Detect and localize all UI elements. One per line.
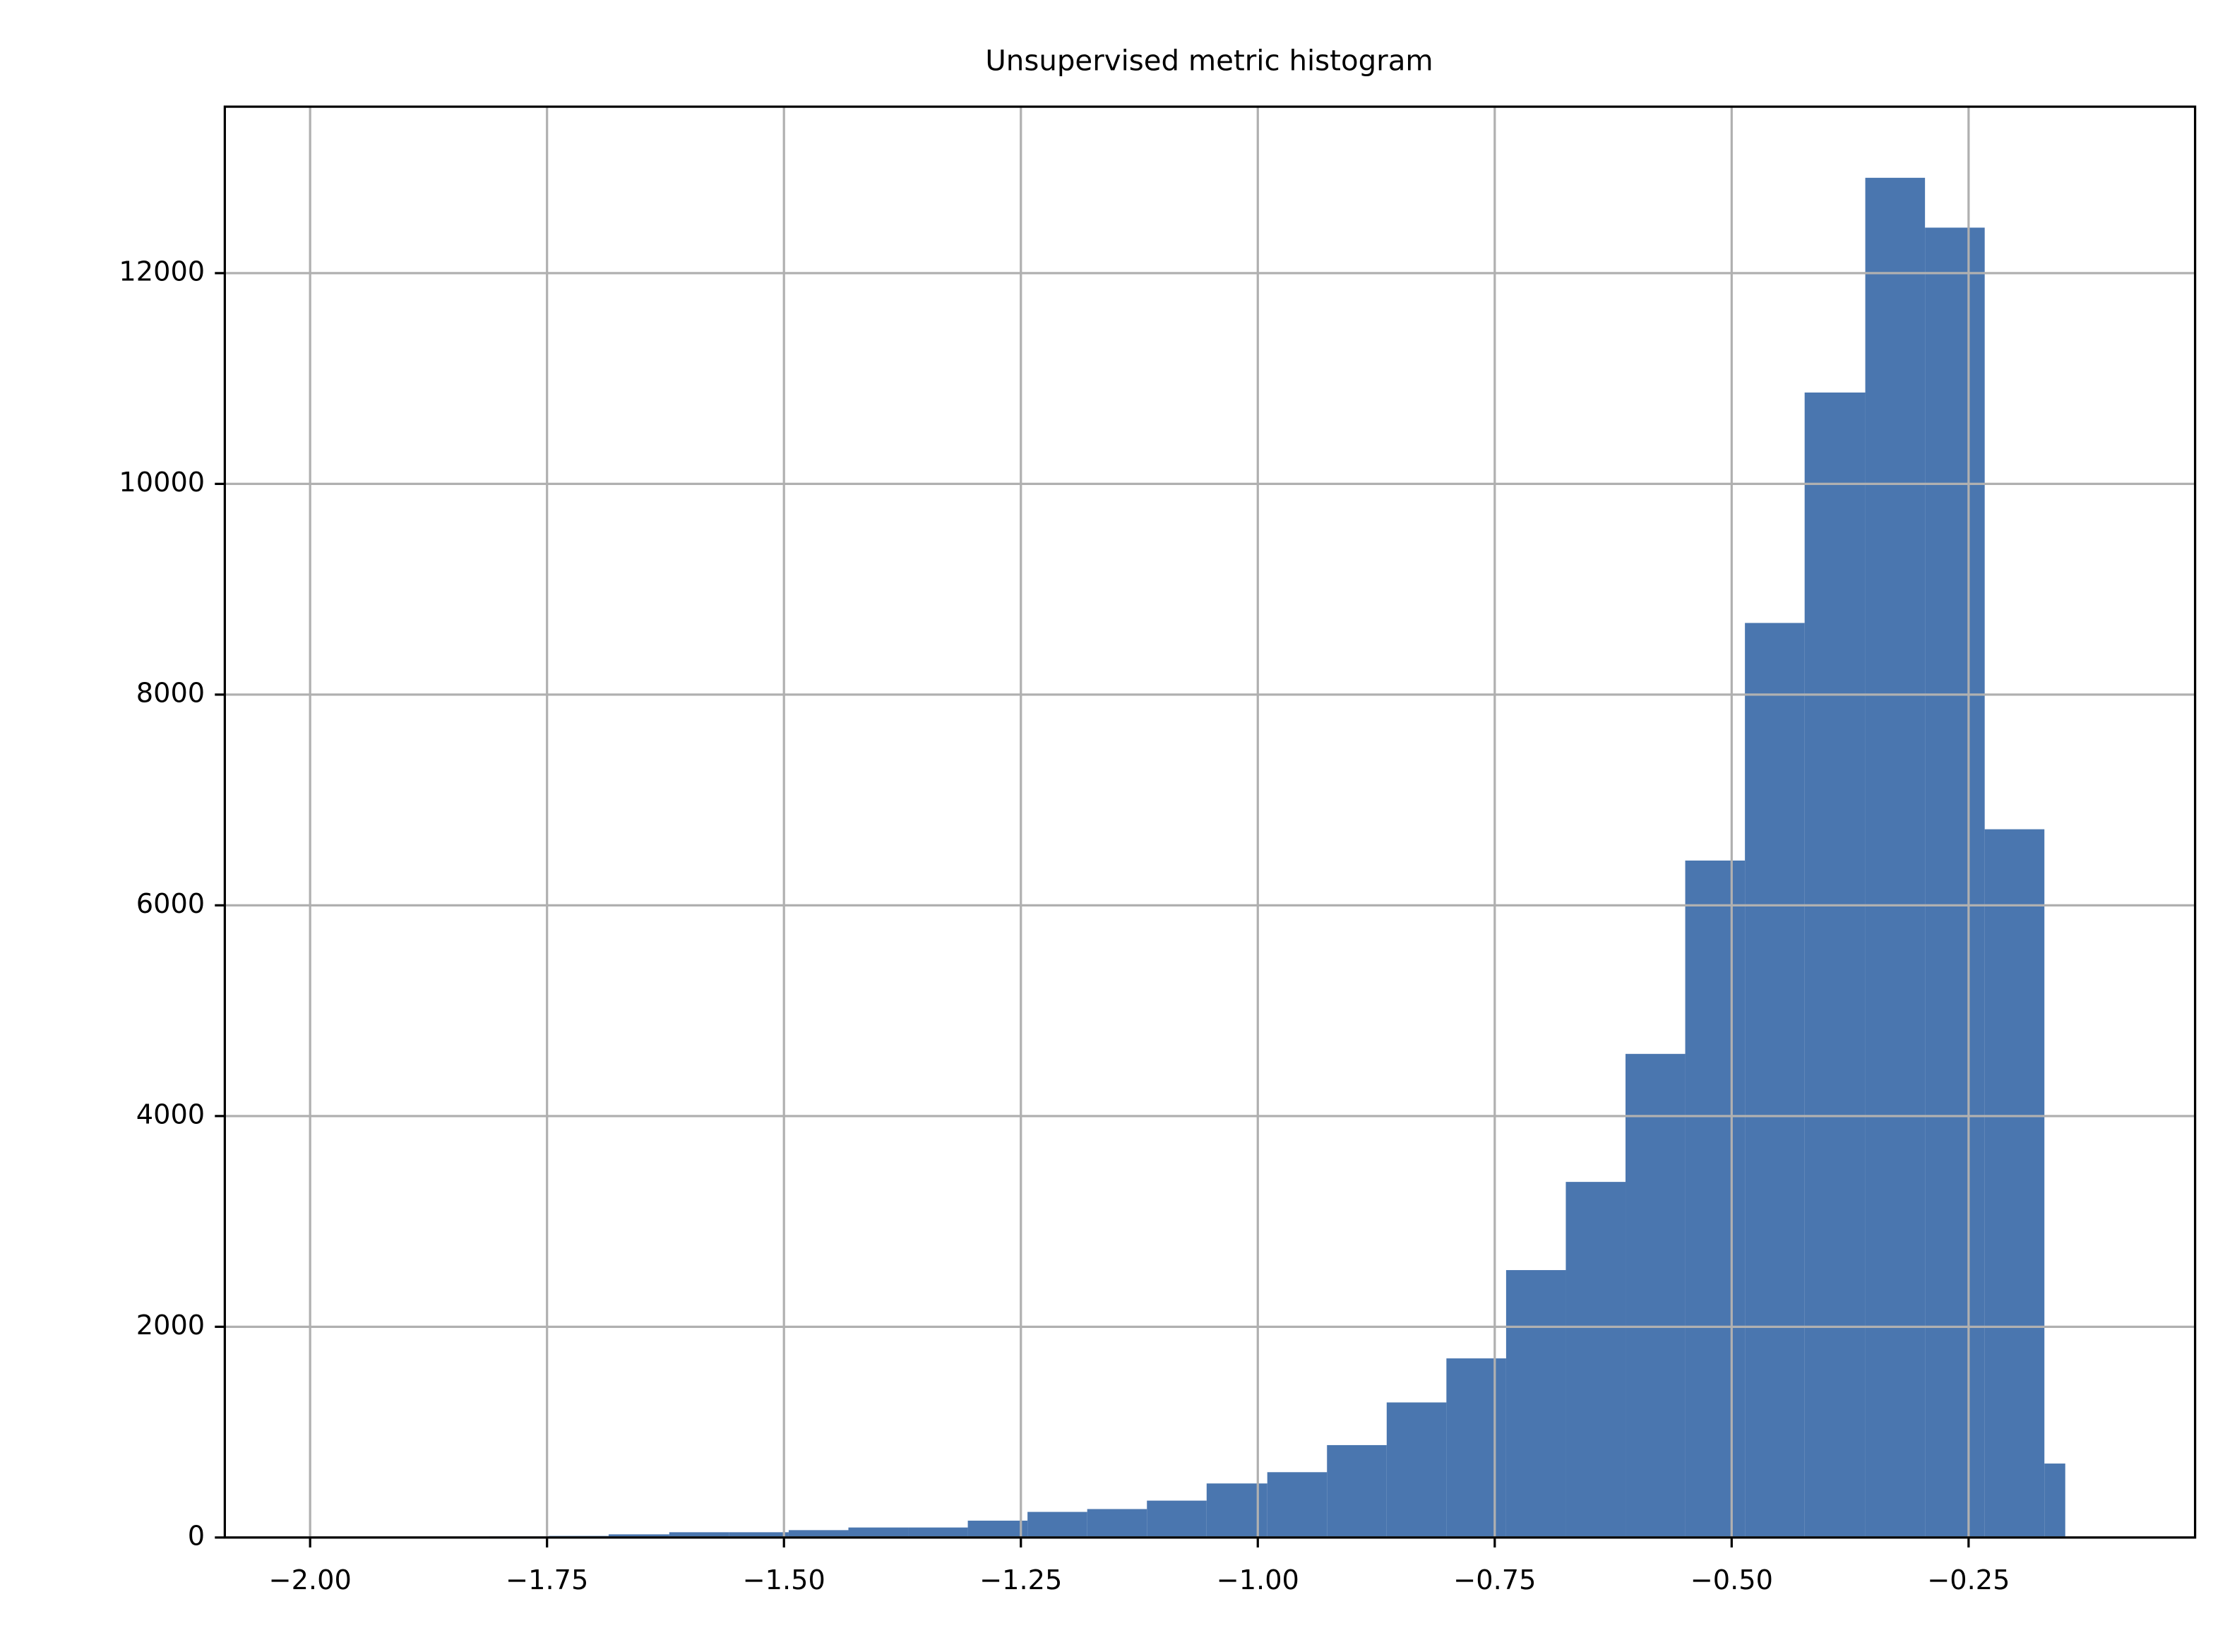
bar — [1147, 1500, 1207, 1538]
bar — [1327, 1444, 1387, 1538]
x-tick-label: −1.50 — [743, 1564, 825, 1596]
y-tick-label: 12000 — [119, 256, 205, 287]
bar — [1565, 1182, 1626, 1538]
x-tick-label: −0.25 — [1927, 1564, 2010, 1596]
bar — [1386, 1402, 1447, 1538]
bar — [1087, 1509, 1147, 1538]
bar — [1505, 1270, 1566, 1538]
bar — [1625, 1053, 1686, 1538]
bar — [1267, 1472, 1328, 1538]
x-tick-label: −1.00 — [1217, 1564, 1299, 1596]
y-tick-label: 8000 — [136, 677, 205, 709]
bar — [2044, 1464, 2065, 1538]
bar — [1865, 177, 1926, 1538]
bar — [908, 1527, 968, 1538]
y-tick-label: 6000 — [136, 888, 205, 920]
bar — [788, 1530, 849, 1538]
x-tick-label: −0.50 — [1690, 1564, 1773, 1596]
bar — [967, 1520, 1028, 1538]
bar — [1685, 860, 1746, 1538]
x-tick-label: −1.25 — [979, 1564, 1062, 1596]
bar — [1446, 1358, 1506, 1538]
bar — [729, 1532, 789, 1538]
y-tick-label: 4000 — [136, 1099, 205, 1130]
y-tick-label: 2000 — [136, 1310, 205, 1341]
bar — [669, 1532, 729, 1538]
bar — [1804, 392, 1866, 1538]
bar — [1027, 1512, 1087, 1538]
plot-frame — [223, 105, 2197, 1539]
bar — [848, 1527, 909, 1538]
y-tick-label: 0 — [188, 1520, 205, 1552]
x-tick-label: −2.00 — [269, 1564, 352, 1596]
y-tick-label: 10000 — [119, 467, 205, 498]
bar — [1745, 623, 1805, 1538]
bar — [1925, 227, 1985, 1538]
chart-title: Unsupervised metric histogram — [985, 44, 1433, 78]
x-tick-label: −1.75 — [506, 1564, 588, 1596]
bar — [1984, 829, 2045, 1538]
bar — [608, 1534, 669, 1538]
x-tick-label: −0.75 — [1453, 1564, 1536, 1596]
